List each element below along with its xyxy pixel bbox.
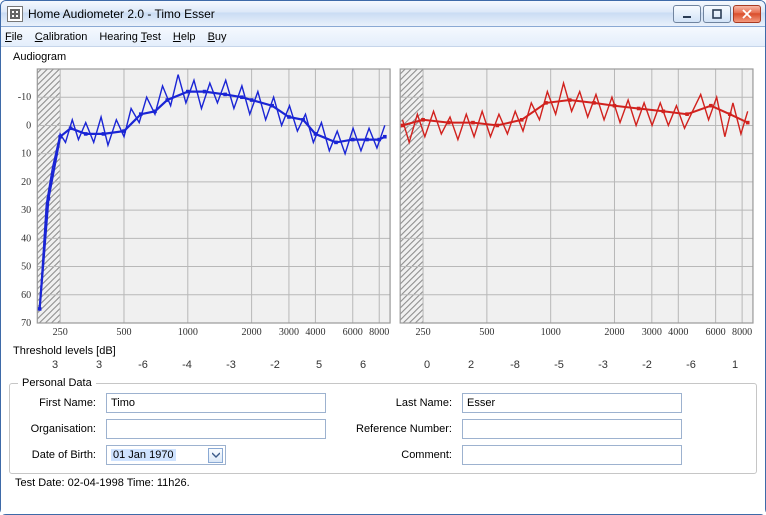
svg-text:20: 20	[21, 177, 31, 188]
svg-text:4000: 4000	[668, 327, 688, 338]
threshold-value: 3	[77, 359, 121, 371]
threshold-value: -3	[581, 359, 625, 371]
threshold-value: 1	[713, 359, 757, 371]
threshold-label: Threshold levels [dB]	[9, 345, 757, 357]
svg-text:2000: 2000	[242, 327, 262, 338]
svg-text:3000: 3000	[642, 327, 662, 338]
menu-hearing-test-label: est	[146, 31, 161, 43]
status-bar: Test Date: 02-04-1998 Time: 11h26.	[9, 476, 757, 494]
threshold-values-row: 33-6-4-3-25602-8-5-3-2-61	[9, 357, 757, 375]
organisation-input[interactable]	[106, 419, 326, 439]
personal-data-fieldset: Personal Data First Name: Last Name: Org…	[9, 377, 757, 474]
app-icon	[7, 6, 23, 22]
dob-label: Date of Birth:	[18, 449, 98, 461]
menu-buy[interactable]: Buy	[208, 31, 227, 43]
svg-text:40: 40	[21, 233, 31, 244]
svg-text:4000: 4000	[305, 327, 325, 338]
menu-help[interactable]: Help	[173, 31, 196, 43]
threshold-value: 6	[341, 359, 385, 371]
reference-input[interactable]	[462, 419, 682, 439]
menu-calibration[interactable]: Calibration	[35, 31, 88, 43]
threshold-value: -6	[121, 359, 165, 371]
menu-file-label: ile	[12, 31, 23, 43]
svg-text:30: 30	[21, 205, 31, 216]
first-name-input[interactable]	[106, 393, 326, 413]
threshold-value: 5	[297, 359, 341, 371]
svg-text:50: 50	[21, 262, 31, 273]
audiogram-charts: -10 0 10 20 30 40 50 60 70 250 500 1000 2000 3000 4000…	[9, 65, 757, 341]
svg-text:-10: -10	[18, 92, 31, 103]
svg-text:6000: 6000	[343, 327, 363, 338]
dob-dropdown-button[interactable]	[208, 448, 223, 463]
maximize-button[interactable]	[703, 5, 731, 23]
threshold-value: -3	[209, 359, 253, 371]
svg-text:6000: 6000	[706, 327, 726, 338]
title-bar[interactable]: Home Audiometer 2.0 - Timo Esser	[1, 1, 765, 27]
comment-input[interactable]	[462, 445, 682, 465]
first-name-label: First Name:	[18, 397, 98, 409]
svg-text:1000: 1000	[178, 327, 198, 338]
personal-data-legend: Personal Data	[18, 377, 96, 389]
chevron-down-icon	[212, 451, 220, 459]
reference-label: Reference Number:	[334, 423, 454, 435]
threshold-value: -6	[669, 359, 713, 371]
threshold-value: -5	[537, 359, 581, 371]
menu-hearing-test[interactable]: Hearing Test	[99, 31, 161, 43]
svg-text:70: 70	[21, 318, 31, 329]
svg-text:500: 500	[116, 327, 131, 338]
threshold-value: 0	[405, 359, 449, 371]
window-title: Home Audiometer 2.0 - Timo Esser	[28, 7, 673, 21]
client-area: Audiogram -10010203040506070250500100020…	[1, 47, 765, 514]
svg-text:10: 10	[21, 149, 31, 160]
svg-text:1000: 1000	[541, 327, 561, 338]
menu-bar: File Calibration Hearing Test Help Buy	[1, 27, 765, 47]
comment-label: Comment:	[334, 449, 454, 461]
menu-calibration-label: alibration	[43, 31, 88, 43]
minimize-button[interactable]	[673, 5, 701, 23]
window-buttons	[673, 5, 761, 23]
menu-help-label: elp	[181, 31, 196, 43]
menu-buy-label: uy	[215, 31, 227, 43]
threshold-value: 2	[449, 359, 493, 371]
dob-input[interactable]: 01 Jan 1970	[106, 445, 226, 465]
menu-file[interactable]: File	[5, 31, 23, 43]
dob-value: 01 Jan 1970	[111, 449, 176, 461]
svg-text:0: 0	[26, 120, 31, 131]
last-name-input[interactable]	[462, 393, 682, 413]
svg-text:2000: 2000	[604, 327, 624, 338]
application-window: Home Audiometer 2.0 - Timo Esser File Ca…	[0, 0, 766, 515]
threshold-value: -4	[165, 359, 209, 371]
threshold-value: -2	[253, 359, 297, 371]
svg-text:8000: 8000	[369, 327, 389, 338]
svg-text:3000: 3000	[279, 327, 299, 338]
threshold-section: Threshold levels [dB] 33-6-4-3-25602-8-5…	[9, 345, 757, 375]
threshold-value	[385, 359, 405, 371]
svg-text:8000: 8000	[732, 327, 752, 338]
svg-text:60: 60	[21, 290, 31, 301]
last-name-label: Last Name:	[334, 397, 454, 409]
chart-title: Audiogram	[9, 51, 757, 63]
svg-text:250: 250	[53, 327, 68, 338]
svg-text:500: 500	[479, 327, 494, 338]
organisation-label: Organisation:	[18, 423, 98, 435]
close-button[interactable]	[733, 5, 761, 23]
threshold-value: -8	[493, 359, 537, 371]
threshold-value: -2	[625, 359, 669, 371]
svg-text:250: 250	[415, 327, 430, 338]
threshold-value: 3	[33, 359, 77, 371]
